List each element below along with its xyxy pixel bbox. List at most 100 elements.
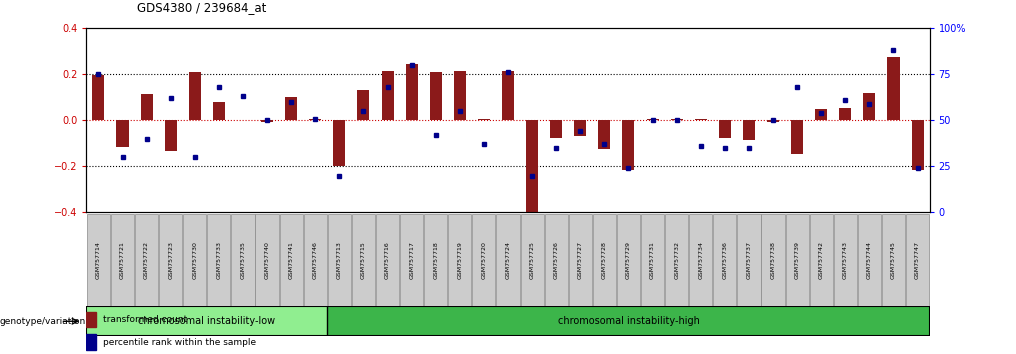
- Text: GSM757717: GSM757717: [409, 241, 415, 279]
- Bar: [526, 120, 538, 217]
- FancyBboxPatch shape: [328, 214, 351, 307]
- Bar: [502, 71, 514, 120]
- FancyBboxPatch shape: [448, 214, 471, 307]
- Text: percentile rank within the sample: percentile rank within the sample: [104, 338, 256, 347]
- Bar: [430, 72, 442, 120]
- Bar: [646, 119, 658, 120]
- FancyBboxPatch shape: [232, 214, 255, 307]
- FancyBboxPatch shape: [785, 214, 809, 307]
- Bar: [671, 119, 683, 120]
- FancyBboxPatch shape: [834, 214, 856, 307]
- Bar: [454, 71, 465, 120]
- Text: GSM757713: GSM757713: [337, 241, 341, 279]
- FancyBboxPatch shape: [400, 214, 424, 307]
- Bar: [327, 306, 930, 336]
- Bar: [743, 120, 755, 140]
- Text: GSM757732: GSM757732: [675, 241, 679, 279]
- Bar: [261, 120, 273, 121]
- Bar: [285, 97, 297, 120]
- Text: GSM757745: GSM757745: [891, 241, 896, 279]
- Text: GSM757743: GSM757743: [843, 241, 847, 279]
- Text: GSM757742: GSM757742: [819, 241, 824, 279]
- Text: transformed count: transformed count: [104, 315, 188, 324]
- Text: GSM757738: GSM757738: [770, 241, 775, 279]
- FancyBboxPatch shape: [352, 214, 375, 307]
- Bar: [911, 120, 924, 170]
- Text: GSM757735: GSM757735: [241, 241, 246, 279]
- Text: GSM757729: GSM757729: [626, 241, 631, 279]
- Bar: [189, 72, 201, 120]
- Text: GSM757746: GSM757746: [313, 241, 318, 279]
- FancyBboxPatch shape: [569, 214, 592, 307]
- Text: GSM757720: GSM757720: [482, 241, 487, 279]
- Text: GSM757725: GSM757725: [529, 241, 534, 279]
- Text: GDS4380 / 239684_at: GDS4380 / 239684_at: [137, 1, 266, 14]
- Bar: [623, 120, 634, 170]
- FancyBboxPatch shape: [207, 214, 231, 307]
- Text: GSM757726: GSM757726: [554, 241, 559, 279]
- FancyBboxPatch shape: [160, 214, 182, 307]
- Text: GSM757723: GSM757723: [169, 241, 173, 279]
- Text: GSM757741: GSM757741: [289, 241, 294, 279]
- Bar: [839, 108, 851, 120]
- FancyBboxPatch shape: [472, 214, 496, 307]
- FancyBboxPatch shape: [376, 214, 399, 307]
- Text: GSM757736: GSM757736: [722, 241, 727, 279]
- FancyBboxPatch shape: [641, 214, 664, 307]
- FancyBboxPatch shape: [279, 214, 303, 307]
- FancyBboxPatch shape: [183, 214, 206, 307]
- Bar: [791, 120, 803, 154]
- FancyBboxPatch shape: [665, 214, 688, 307]
- FancyBboxPatch shape: [111, 214, 134, 307]
- Bar: [815, 109, 827, 120]
- Text: GSM757731: GSM757731: [650, 241, 655, 279]
- Bar: [86, 334, 97, 350]
- Bar: [695, 119, 707, 120]
- Text: GSM757744: GSM757744: [867, 241, 872, 279]
- Text: GSM757734: GSM757734: [698, 241, 703, 279]
- FancyBboxPatch shape: [135, 214, 158, 307]
- Text: chromosomal instability-low: chromosomal instability-low: [138, 316, 275, 326]
- Text: GSM757727: GSM757727: [578, 241, 583, 279]
- Bar: [309, 119, 321, 120]
- Text: GSM757716: GSM757716: [385, 241, 390, 279]
- Bar: [86, 312, 97, 327]
- Text: GSM757722: GSM757722: [144, 241, 149, 279]
- FancyBboxPatch shape: [497, 214, 519, 307]
- Bar: [478, 119, 490, 120]
- Text: GSM757715: GSM757715: [361, 241, 366, 279]
- FancyBboxPatch shape: [906, 214, 930, 307]
- Bar: [212, 102, 225, 120]
- FancyBboxPatch shape: [255, 214, 278, 307]
- Text: GSM757730: GSM757730: [192, 241, 197, 279]
- FancyBboxPatch shape: [810, 214, 833, 307]
- Text: GSM757714: GSM757714: [96, 241, 101, 279]
- Text: GSM757719: GSM757719: [457, 241, 462, 279]
- Text: chromosomal instability-high: chromosomal instability-high: [558, 316, 699, 326]
- Bar: [887, 57, 899, 120]
- FancyBboxPatch shape: [592, 214, 616, 307]
- Bar: [864, 93, 876, 120]
- Bar: [117, 120, 128, 147]
- Text: GSM757733: GSM757733: [216, 241, 221, 279]
- FancyBboxPatch shape: [858, 214, 881, 307]
- Text: GSM757724: GSM757724: [506, 241, 510, 279]
- Bar: [86, 306, 327, 336]
- Bar: [767, 120, 779, 121]
- Text: GSM757747: GSM757747: [915, 241, 920, 279]
- FancyBboxPatch shape: [520, 214, 544, 307]
- Text: GSM757739: GSM757739: [795, 241, 800, 279]
- Text: GSM757737: GSM757737: [747, 241, 752, 279]
- FancyBboxPatch shape: [304, 214, 327, 307]
- Bar: [574, 120, 586, 137]
- FancyBboxPatch shape: [761, 214, 784, 307]
- Text: GSM757721: GSM757721: [120, 241, 125, 279]
- Bar: [92, 75, 105, 120]
- Bar: [381, 71, 393, 120]
- Bar: [405, 64, 418, 120]
- Text: genotype/variation: genotype/variation: [0, 317, 86, 326]
- FancyBboxPatch shape: [882, 214, 905, 307]
- Bar: [550, 120, 562, 138]
- FancyBboxPatch shape: [424, 214, 447, 307]
- Bar: [598, 120, 611, 149]
